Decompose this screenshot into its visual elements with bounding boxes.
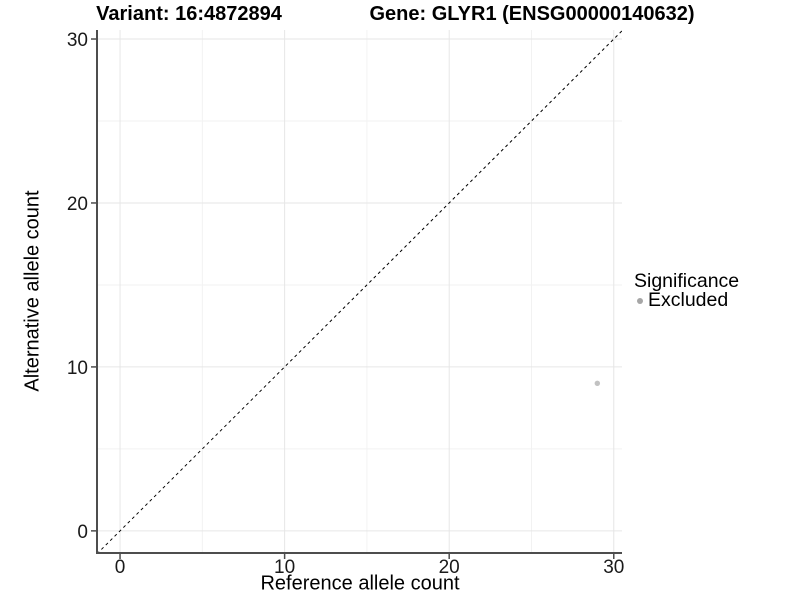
legend-item-excluded: Excluded — [634, 289, 739, 311]
plot-title-variant: Variant: 16:4872894 — [96, 3, 282, 25]
plot-title-gene: Gene: GLYR1 (ENSG00000140632) — [369, 3, 695, 25]
identity-line — [97, 30, 622, 553]
x-tick-label: 20 — [439, 557, 460, 578]
y-tick-label: 20 — [67, 194, 88, 215]
y-tick-label: 0 — [77, 522, 88, 543]
x-tick-label: 30 — [603, 557, 624, 578]
legend-title: Significance — [634, 270, 740, 292]
data-point — [594, 380, 601, 387]
x-tick-label: 10 — [274, 557, 295, 578]
y-axis-title: Alternative allele count — [21, 190, 44, 392]
legend: Significance Excluded — [634, 271, 739, 310]
y-tick-label: 10 — [67, 358, 88, 379]
x-axis-title: Reference allele count — [260, 572, 460, 595]
y-tick-label: 30 — [67, 30, 88, 51]
legend-point-icon — [637, 297, 643, 304]
legend-item-label: Excluded — [648, 289, 729, 311]
x-tick-label: 0 — [115, 557, 126, 578]
